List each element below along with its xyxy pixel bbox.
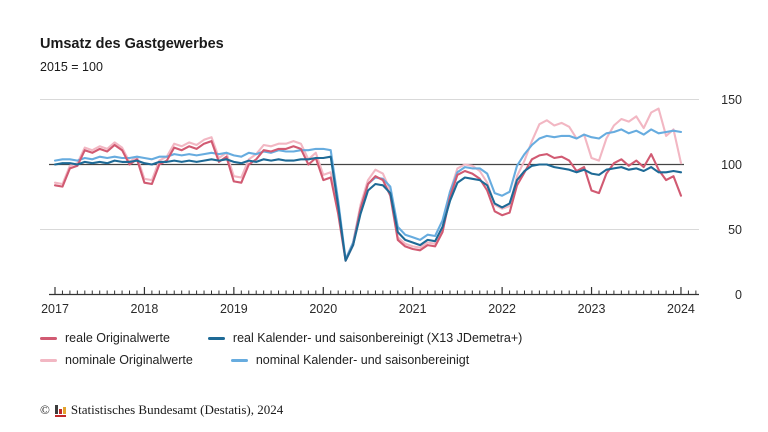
- destatis-logo-icon: [54, 403, 66, 417]
- legend-swatch-reale-originalwerte: [40, 336, 57, 340]
- y-axis-tick-label: 150: [721, 93, 742, 107]
- page-title: Umsatz des Gastgewerbes: [40, 36, 224, 52]
- legend-item-real-saisonbereinigt[interactable]: real Kalender- und saisonbereinigt (X13 …: [207, 331, 523, 345]
- chart-legend-row-1: reale Originalwerte real Kalender- und s…: [40, 331, 522, 345]
- legend-item-nominale-originalwerte[interactable]: nominale Originalwerte: [40, 353, 193, 367]
- x-axis-year-label: 2019: [220, 302, 248, 316]
- legend-item-reale-originalwerte[interactable]: reale Originalwerte: [40, 331, 170, 345]
- x-axis-year-label: 2017: [41, 302, 69, 316]
- y-axis-tick-label: 0: [735, 288, 742, 302]
- legend-swatch-nominale-originalwerte: [40, 358, 57, 362]
- y-axis-tick-label: 50: [728, 223, 742, 237]
- x-axis-year-label: 2023: [578, 302, 606, 316]
- x-axis-year-label: 2020: [309, 302, 337, 316]
- series-line-reale-originalwerte: [53, 140, 683, 262]
- legend-item-nominal-saisonbereinigt[interactable]: nominal Kalender- und saisonbereinigt: [230, 353, 470, 367]
- legend-swatch-nominal-saisonbereinigt: [230, 358, 248, 362]
- x-axis-year-label: 2022: [488, 302, 516, 316]
- legend-label-reale-originalwerte: reale Originalwerte: [65, 331, 170, 345]
- series-line-real-kalender-und-saisonbereinigt-x13-jdemetra: [53, 155, 683, 262]
- chart-legend-row-2: nominale Originalwerte nominal Kalender-…: [40, 353, 469, 367]
- x-axis-year-label: 2021: [399, 302, 427, 316]
- legend-label-real-saisonbereinigt: real Kalender- und saisonbereinigt (X13 …: [232, 331, 523, 345]
- legend-label-nominale-originalwerte: nominale Originalwerte: [65, 353, 193, 367]
- copyright-symbol: ©: [40, 402, 50, 417]
- series-line-nominal-kalender-und-saisonbereinigt: [53, 128, 683, 261]
- page-subtitle: 2015 = 100: [40, 60, 103, 74]
- legend-label-nominal-saisonbereinigt: nominal Kalender- und saisonbereinigt: [255, 353, 470, 367]
- x-axis-year-label: 2024: [667, 302, 695, 316]
- legend-swatch-real-saisonbereinigt: [207, 336, 225, 340]
- y-axis-tick-label: 100: [721, 158, 742, 172]
- x-axis-year-label: 2018: [131, 302, 159, 316]
- copyright-note: © Statistisches Bundesamt (Destatis), 20…: [40, 402, 283, 418]
- copyright-text: Statistisches Bundesamt (Destatis), 2024: [70, 402, 284, 417]
